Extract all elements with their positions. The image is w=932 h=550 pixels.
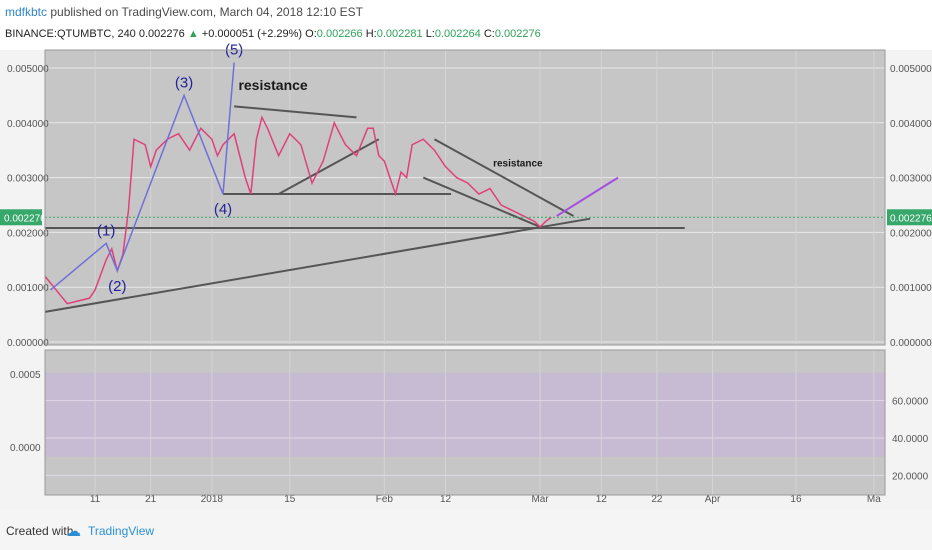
- x-tick-label: 11: [90, 494, 101, 505]
- indicator-tick-left: 0.0000: [10, 443, 41, 454]
- price-tick-left: 0.005000: [7, 64, 49, 75]
- close-value: 0.002276: [494, 28, 541, 40]
- price-tick-left: 0.001000: [7, 283, 49, 294]
- price-tick-right: 0.003000: [890, 174, 932, 185]
- resistance-label-small: resistance: [493, 159, 543, 170]
- price-tick-left: 0.003000: [7, 174, 49, 185]
- x-tick-label: Mar: [531, 494, 549, 505]
- tradingview-logo-icon[interactable]: ☁: [66, 523, 81, 540]
- indicator-tick-left: 0.0005: [10, 370, 41, 381]
- open-value: 0.002266: [316, 28, 363, 40]
- wave-label: (1): [97, 222, 115, 239]
- publish-info: mdfkbtc published on TradingView.com, Ma…: [5, 5, 363, 19]
- indicator-tick-right: 20.0000: [892, 471, 929, 482]
- wave-label: (2): [108, 278, 126, 295]
- elliott-wave-path: [50, 62, 235, 291]
- change-value: +0.000051 (+2.29%): [201, 28, 303, 40]
- x-tick-label: Ma: [867, 494, 881, 505]
- price-tick-right: 0.004000: [890, 119, 932, 130]
- x-tick-label: 15: [284, 494, 296, 505]
- trendline: [234, 105, 357, 119]
- price-tick-right: 0.000000: [890, 338, 932, 349]
- trendline: [422, 176, 541, 228]
- x-tick-label: Feb: [376, 494, 394, 505]
- x-tick-label: 16: [790, 494, 802, 505]
- trendline: [433, 138, 574, 217]
- price-tick-right: 0.005000: [890, 64, 932, 75]
- symbol-line: BINANCE:QTUMBTC, 240: [5, 28, 136, 40]
- published-text: published on TradingView.com, March 04, …: [47, 5, 363, 19]
- last-price: 0.002276: [138, 28, 185, 40]
- current-price-left: 0.002276: [4, 213, 46, 224]
- x-tick-label: 2018: [201, 494, 224, 505]
- current-price-right: 0.002276: [890, 213, 932, 224]
- price-tick-left: 0.000000: [7, 338, 49, 349]
- up-arrow-icon: ▲: [187, 28, 199, 40]
- symbol-info: BINANCE:QTUMBTC, 240 0.002276 ▲ +0.00005…: [5, 28, 541, 40]
- x-tick-label: 22: [651, 494, 663, 505]
- price-tick-left: 0.002000: [7, 228, 49, 239]
- low-value: 0.002264: [434, 28, 481, 40]
- price-line: [44, 115, 552, 305]
- current-price-badge-left: [0, 209, 42, 226]
- close-label: C:: [483, 28, 495, 40]
- main-pane-bg: [45, 50, 885, 345]
- price-chart[interactable]: 0.005000 0.005000 0.004000 0.004000 0.003000…: [0, 0, 932, 510]
- x-tick-label: 21: [145, 494, 157, 505]
- indicator-pane-border: [44, 349, 886, 496]
- x-tick-label: 12: [440, 494, 452, 505]
- main-pane-border: [44, 49, 886, 346]
- x-tick-label: Apr: [705, 494, 721, 505]
- wave-label: (3): [175, 74, 193, 91]
- x-tick-label: 12: [596, 494, 608, 505]
- current-price-badge-right: [887, 209, 932, 226]
- low-label: L:: [425, 28, 435, 40]
- created-with-text: Created with: [6, 524, 74, 538]
- high-value: 0.002281: [376, 28, 423, 40]
- footer: Created with ☁ TradingView: [0, 510, 932, 550]
- open-label: O:: [305, 28, 317, 40]
- price-tick-left: 0.004000: [7, 119, 49, 130]
- projection-line: [556, 176, 619, 217]
- resistance-label-big: resistance: [238, 77, 307, 93]
- price-tick-right: 0.002000: [890, 228, 932, 239]
- trendline: [278, 138, 380, 195]
- wave-label: (4): [214, 201, 232, 218]
- high-label: H:: [365, 28, 377, 40]
- tradingview-brand[interactable]: TradingView: [88, 524, 155, 538]
- rsi-band: [45, 372, 885, 457]
- author-name[interactable]: mdfkbtc: [5, 5, 48, 19]
- indicator-tick-right: 60.0000: [892, 397, 929, 408]
- trendline: [44, 217, 591, 313]
- indicator-tick-right: 40.0000: [892, 434, 929, 445]
- price-tick-right: 0.001000: [890, 283, 932, 294]
